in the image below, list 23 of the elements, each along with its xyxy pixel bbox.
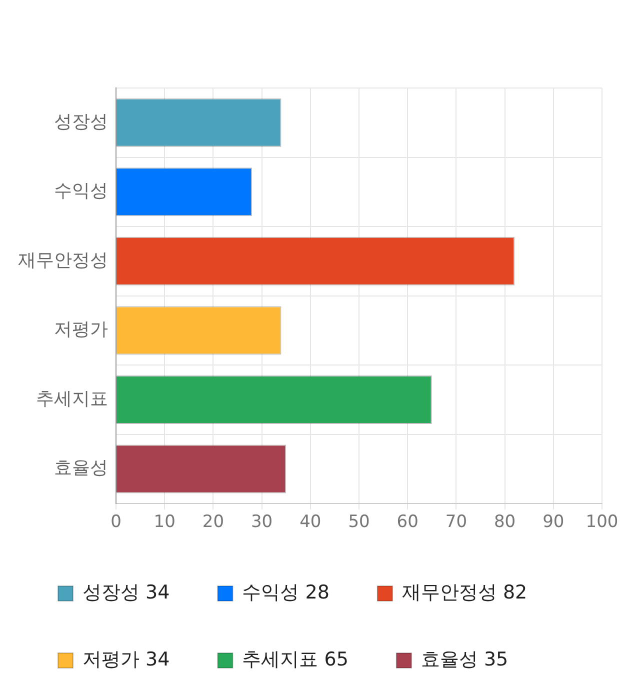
- legend-label: 효율성 35: [420, 648, 508, 670]
- legend-label: 수익성 28: [242, 581, 330, 604]
- x-tick-label: 70: [445, 512, 468, 532]
- x-tick-label: 30: [250, 512, 273, 532]
- legend-label: 재무안정성 82: [402, 581, 528, 604]
- x-tick-label: 50: [348, 512, 370, 532]
- y-tick-label: 성장성: [54, 111, 108, 132]
- x-tick-label: 40: [300, 512, 322, 532]
- y-tick-label: 추세지표: [36, 388, 108, 410]
- x-tick-label: 0: [110, 512, 122, 532]
- legend-label: 저평가 34: [82, 648, 170, 670]
- x-tick-label: 20: [202, 512, 224, 532]
- x-tick-label: 80: [494, 512, 516, 532]
- x-tick-label: 60: [396, 512, 418, 532]
- legend-label: 성장성 34: [82, 581, 170, 604]
- x-tick-label: 90: [542, 512, 564, 532]
- y-tick-label: 저평가: [54, 319, 108, 340]
- x-tick-label: 10: [154, 512, 176, 532]
- legend-label: 추세지표 65: [242, 648, 348, 670]
- x-tick-label: 100: [586, 512, 618, 532]
- y-tick-label: 효율성: [54, 458, 108, 479]
- y-tick-label: 수익성: [54, 180, 108, 202]
- y-tick-label: 재무안정성: [18, 250, 108, 271]
